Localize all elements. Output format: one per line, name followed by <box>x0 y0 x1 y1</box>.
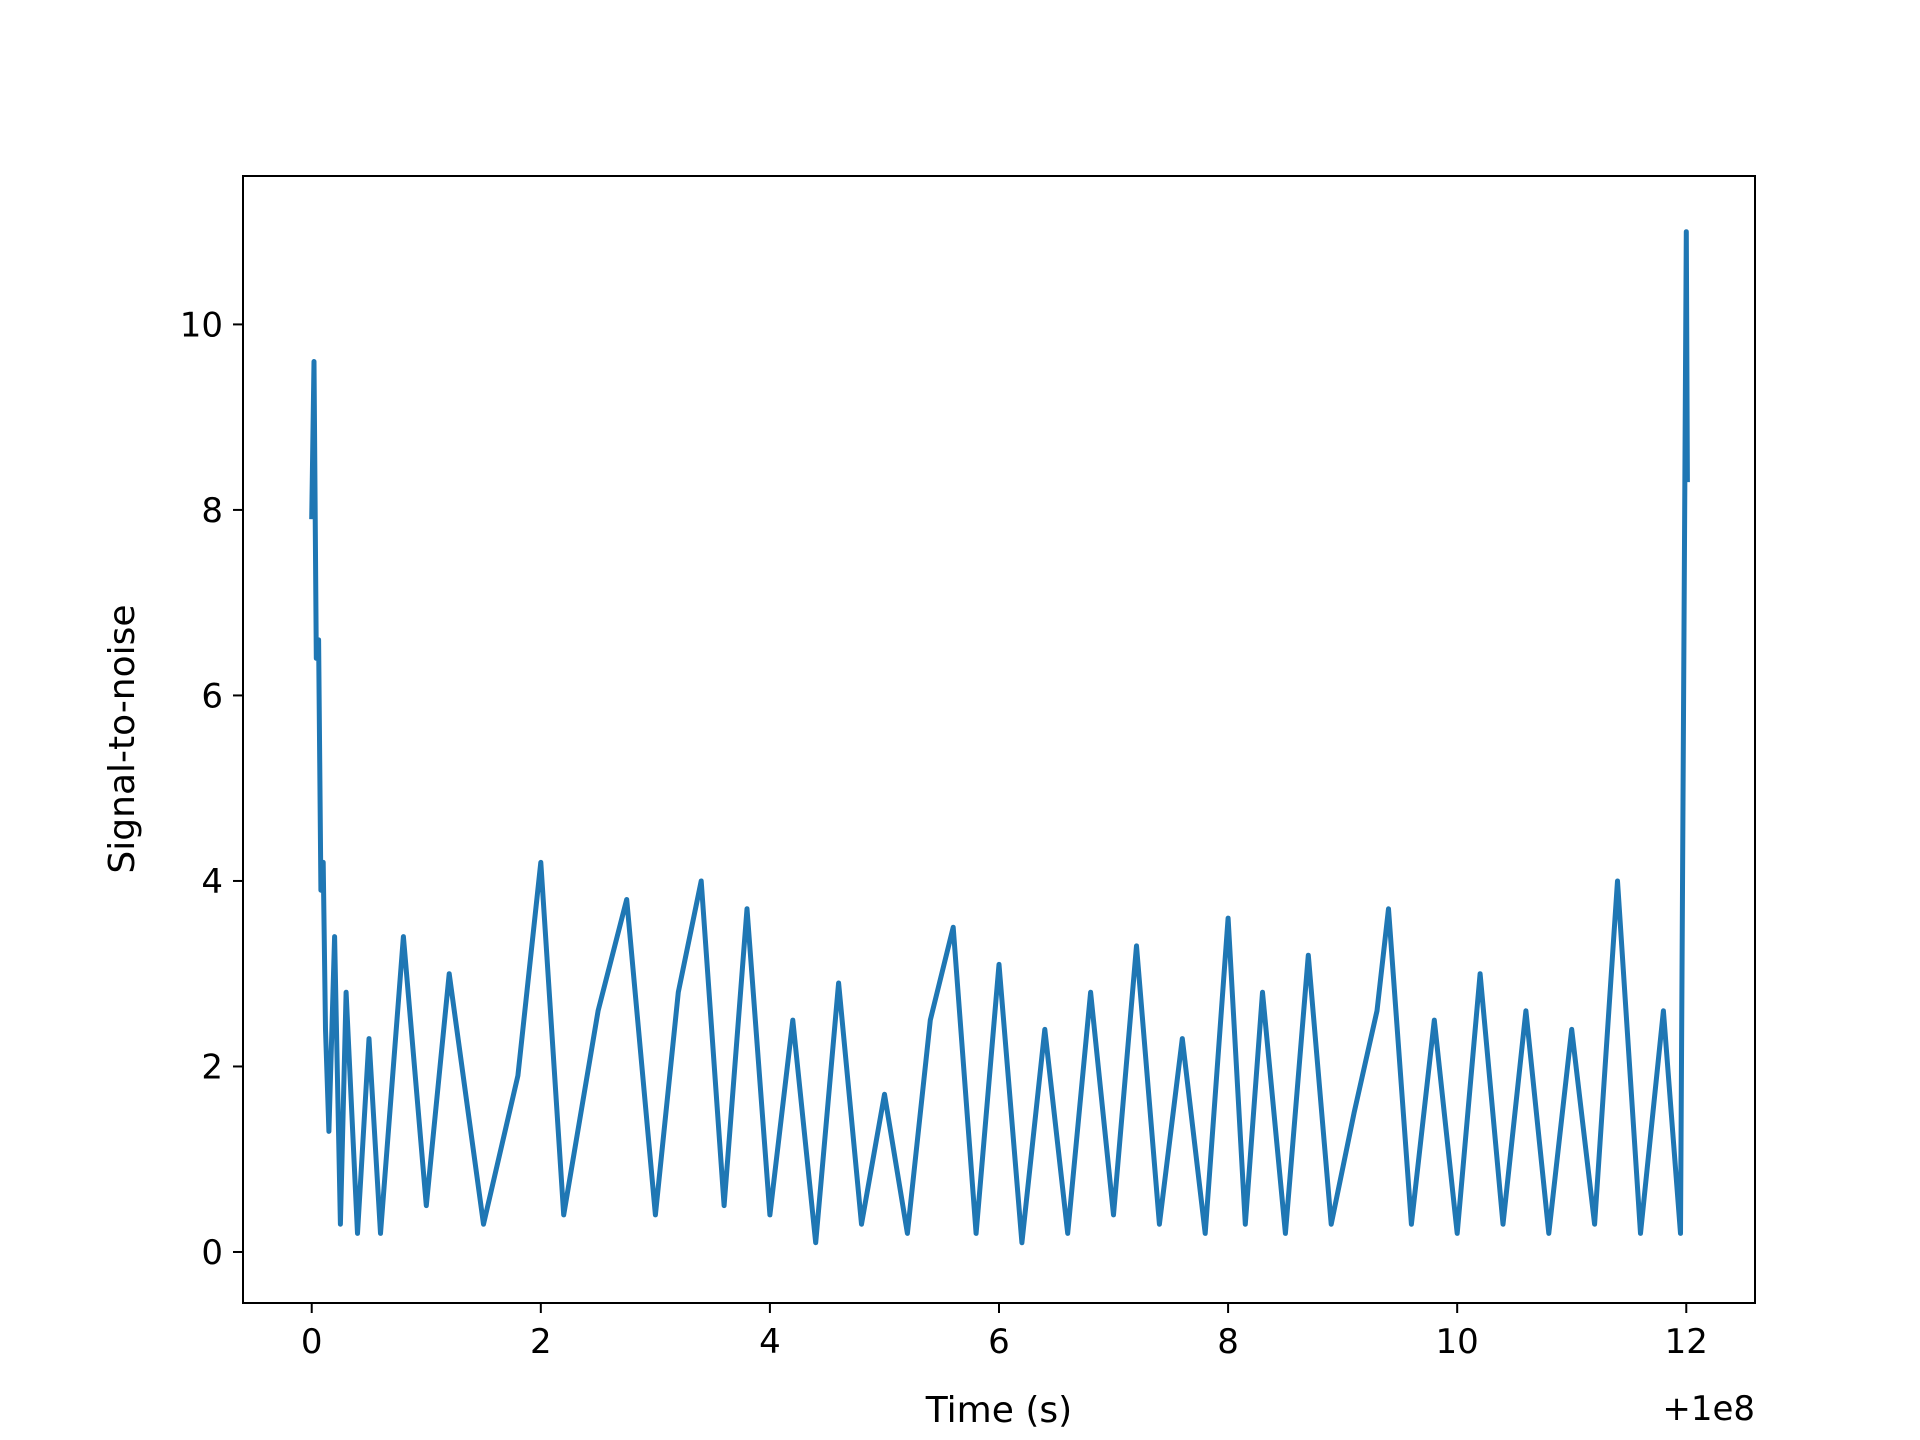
y-tick-label: 0 <box>201 1233 223 1273</box>
y-axis: 0 2 4 6 8 10 <box>180 305 243 1273</box>
y-tick-label: 8 <box>201 491 223 531</box>
x-tick-label: 2 <box>530 1322 552 1362</box>
series-line <box>309 229 1690 1246</box>
y-axis-label: Signal-to-noise <box>102 604 143 873</box>
plot-layer <box>309 229 1690 1246</box>
y-tick-label: 6 <box>201 676 223 716</box>
x-tick-label: 10 <box>1436 1322 1479 1362</box>
x-tick-label: 8 <box>1217 1322 1239 1362</box>
x-tick-label: 4 <box>759 1322 781 1362</box>
y-tick-label: 4 <box>201 862 223 902</box>
x-offset-label: +1e8 <box>1662 1389 1755 1429</box>
x-axis: 0 2 4 6 8 10 12 <box>301 1303 1708 1362</box>
x-axis-label: Time (s) <box>925 1390 1072 1431</box>
y-tick-label: 2 <box>201 1047 223 1087</box>
x-tick-label: 12 <box>1665 1322 1708 1362</box>
y-tick-label: 10 <box>180 305 223 345</box>
x-tick-label: 6 <box>988 1322 1010 1362</box>
x-tick-label: 0 <box>301 1322 323 1362</box>
